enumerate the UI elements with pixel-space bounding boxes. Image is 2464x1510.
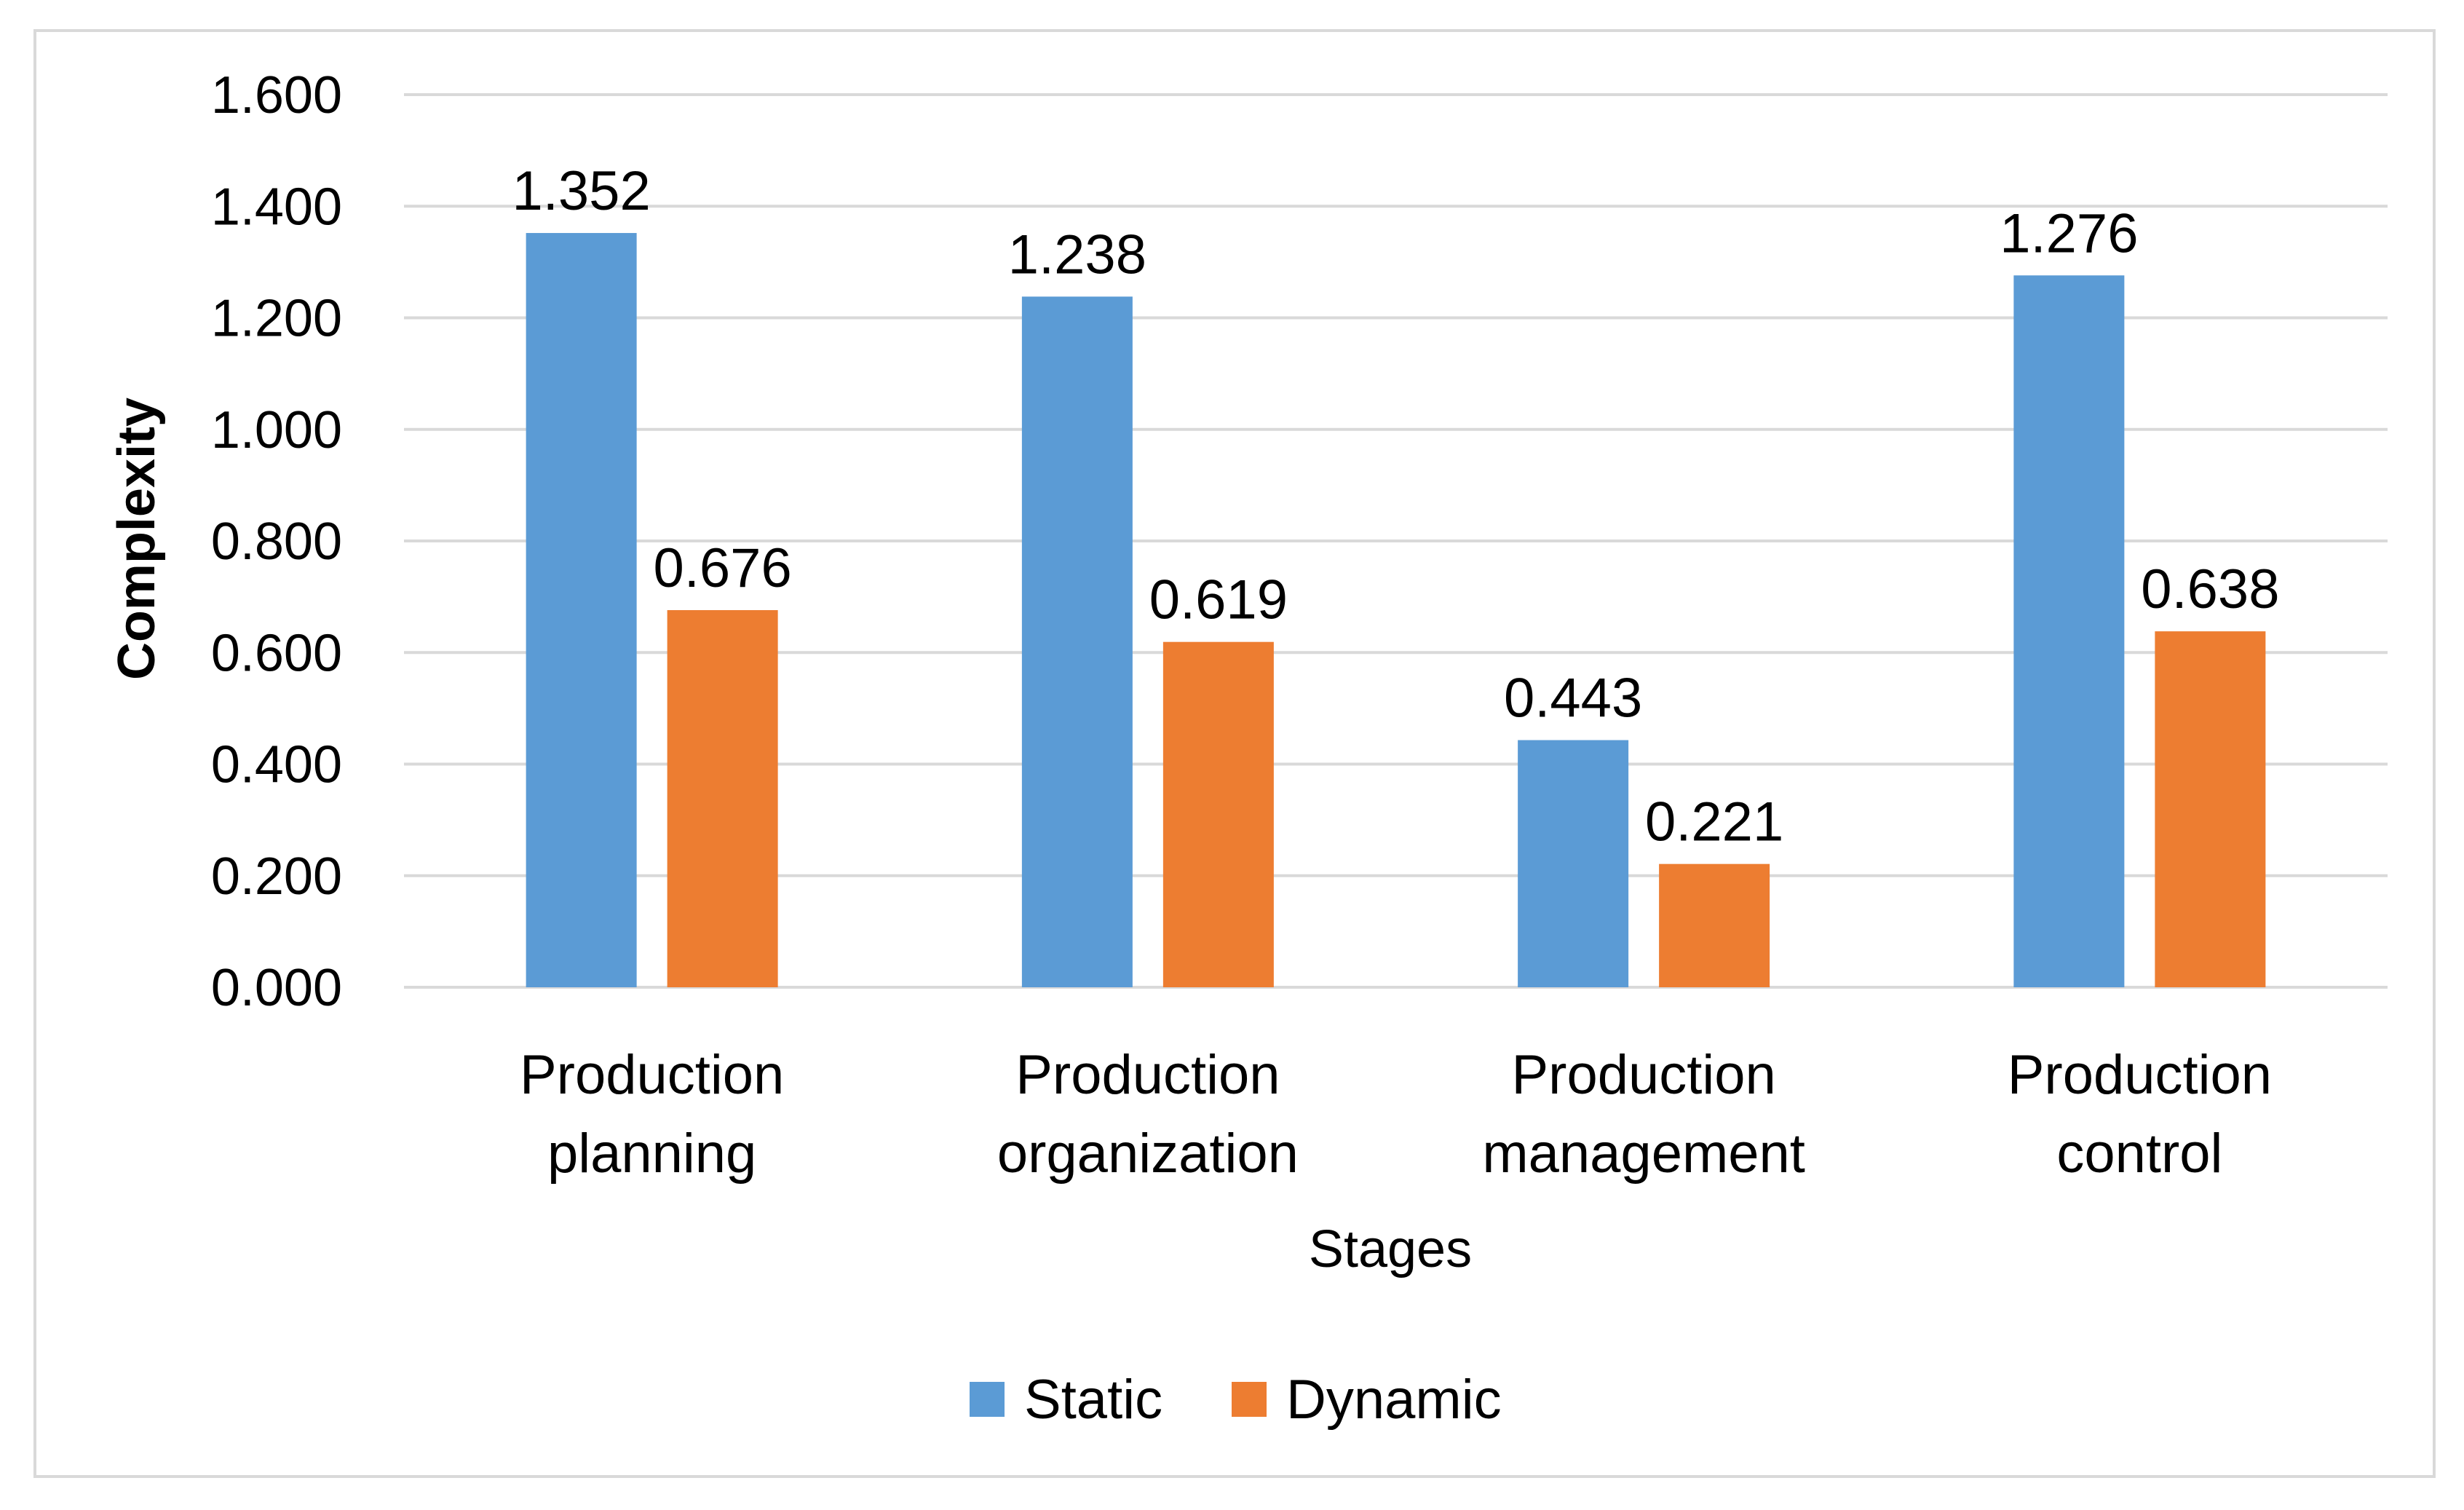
y-tick-label: 0.200 — [211, 847, 342, 906]
bar-static — [1518, 740, 1629, 987]
x-category-label: organization — [997, 1123, 1299, 1185]
y-axis-ticks: 0.000 0.200 0.400 0.600 0.800 1.000 1.200 1.400… — [211, 66, 342, 1017]
legend-swatch-static — [970, 1382, 1005, 1417]
data-label: 0.676 — [654, 537, 792, 599]
x-category-label: Production — [520, 1044, 784, 1106]
y-tick-label: 0.000 — [211, 959, 342, 1017]
x-axis-categories: Production planning Production organization… — [520, 1044, 2272, 1185]
bar-dynamic — [667, 610, 778, 987]
data-label: 1.276 — [2000, 202, 2138, 264]
data-label: 0.221 — [1645, 791, 1783, 853]
y-tick-label: 0.400 — [211, 736, 342, 794]
data-label: 1.352 — [512, 160, 651, 222]
x-axis-title: Stages — [1309, 1220, 1472, 1278]
y-tick-label: 1.400 — [211, 178, 342, 236]
y-tick-label: 0.800 — [211, 513, 342, 571]
legend-swatch-dynamic — [1232, 1382, 1267, 1417]
y-axis-title: Complexity — [108, 398, 166, 680]
y-tick-label: 1.600 — [211, 66, 342, 124]
data-labels: 1.352 1.238 0.443 1.276 0.676 0.619 0.221 0.638 — [512, 160, 2280, 853]
y-tick-label: 1.200 — [211, 290, 342, 348]
data-label: 0.638 — [2141, 558, 2279, 620]
data-label: 1.238 — [1008, 224, 1146, 285]
y-tick-label: 1.000 — [211, 401, 342, 459]
data-label: 0.619 — [1149, 569, 1288, 631]
bar-static — [1021, 296, 1133, 987]
data-label: 0.443 — [1504, 668, 1642, 730]
x-category-label: Production — [2008, 1044, 2272, 1106]
bar-dynamic — [1659, 863, 1770, 987]
bar-static — [2013, 275, 2125, 987]
x-category-label: Production — [1015, 1044, 1280, 1106]
bar-static — [526, 233, 637, 987]
x-category-label: management — [1482, 1123, 1805, 1185]
legend: Static Dynamic — [970, 1369, 1502, 1431]
y-tick-label: 0.600 — [211, 624, 342, 682]
x-category-label: Production — [1511, 1044, 1775, 1106]
bar-dynamic — [2155, 631, 2266, 987]
legend-label-static: Static — [1024, 1369, 1162, 1431]
x-category-label: planning — [547, 1123, 756, 1185]
bars — [526, 233, 2266, 987]
bar-dynamic — [1162, 641, 1274, 987]
x-category-label: control — [2056, 1123, 2222, 1185]
legend-label-dynamic: Dynamic — [1286, 1369, 1502, 1431]
